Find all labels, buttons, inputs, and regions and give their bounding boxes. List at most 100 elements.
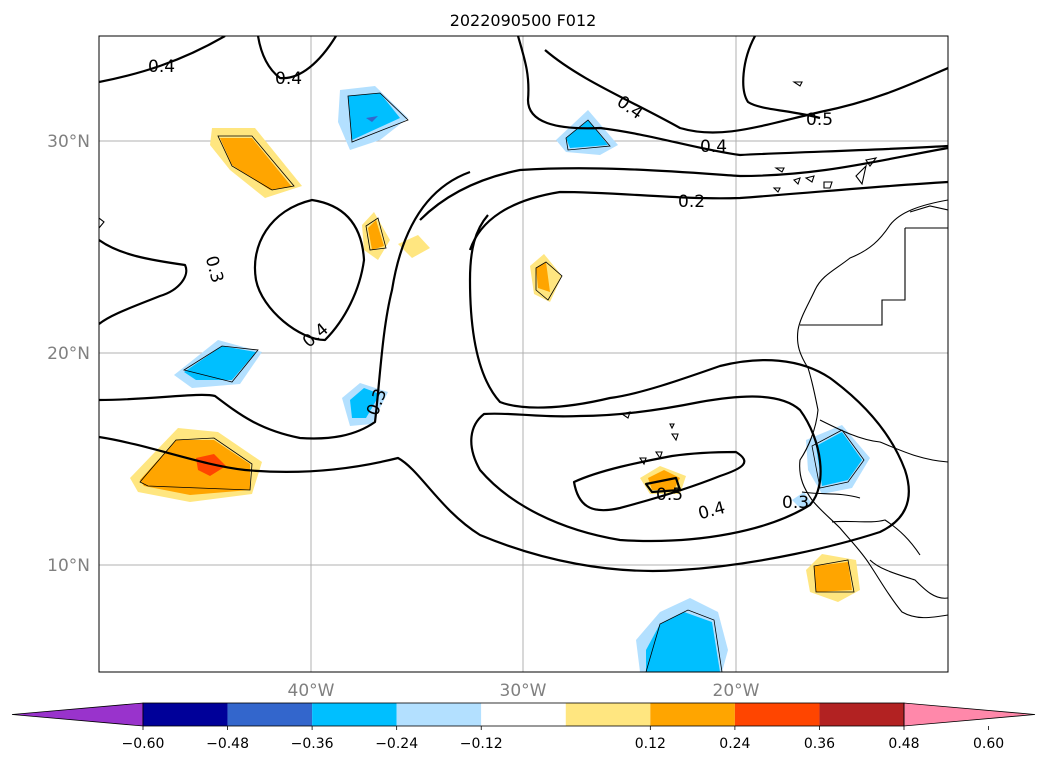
anomaly-outline xyxy=(139,437,253,491)
colorbar-tick-label: −0.12 xyxy=(460,736,503,752)
plot-area: 0.4 0.4 0.4 0.5 0.4 0.2 0.3 0.4 0.3 0.5 … xyxy=(99,36,948,672)
negative-anomaly-core xyxy=(366,116,378,122)
positive-anomaly-blob xyxy=(536,262,550,292)
contour-label: 0.4 xyxy=(275,69,302,89)
colorbar-extend-above xyxy=(903,702,1036,727)
contour-line xyxy=(99,239,188,325)
negative-anomaly-blob xyxy=(646,612,720,672)
contour-label: 0.3 xyxy=(201,254,227,285)
anomaly-outlines xyxy=(139,92,865,672)
island xyxy=(670,433,679,442)
contour-line xyxy=(644,476,682,494)
island xyxy=(669,423,675,430)
contour-line xyxy=(253,198,366,342)
colorbar-bin xyxy=(819,703,904,726)
colorbar-bin xyxy=(734,703,820,726)
positive-anomaly-core xyxy=(196,454,226,476)
contour-label: 0.3 xyxy=(782,493,809,513)
contour-label: 0.4 xyxy=(148,57,175,77)
plot-frame xyxy=(98,35,949,673)
contour-label: 0.4 xyxy=(613,92,647,124)
positive-anomaly-blob xyxy=(220,138,292,190)
colorbar: −0.60 −0.48 −0.36 −0.24 −0.12 0.12 0.24 0.36 0.4… xyxy=(11,702,1036,752)
positive-anomaly-blob xyxy=(368,220,384,250)
contour-line xyxy=(99,36,226,84)
island xyxy=(855,164,867,186)
colorbar-tick-label: 0.60 xyxy=(973,736,1004,752)
contours xyxy=(99,36,948,573)
contour-line xyxy=(470,395,822,543)
contour-line xyxy=(468,180,948,251)
colorbar-tick-label: −0.24 xyxy=(375,736,418,752)
colorbar-bin xyxy=(312,703,397,726)
contour-line xyxy=(544,49,948,134)
border-line xyxy=(800,228,906,326)
border-line xyxy=(819,419,948,463)
border-line xyxy=(801,491,861,499)
anomaly-outline xyxy=(182,345,259,383)
colorbar-tick-label: −0.48 xyxy=(206,736,249,752)
island xyxy=(865,157,878,167)
anomaly-outline xyxy=(217,135,295,191)
anomaly-outline xyxy=(811,429,865,489)
positive-anomaly-blob xyxy=(814,562,852,592)
island xyxy=(823,181,833,189)
contour-line xyxy=(572,450,746,512)
colorbar-frame xyxy=(142,702,905,727)
colorbar-bin xyxy=(650,703,735,726)
border-line xyxy=(909,205,948,213)
colorbar-tick-label: −0.60 xyxy=(122,736,165,752)
contour-label: 0.5 xyxy=(656,485,683,505)
map-title: 2022090500 F012 xyxy=(450,11,597,30)
border-line xyxy=(831,519,921,556)
negative-anomaly-blob xyxy=(350,388,380,418)
colorbar-tick-label: 0.12 xyxy=(635,736,666,752)
island xyxy=(99,217,105,229)
island xyxy=(792,81,803,87)
negative-anomaly-blob xyxy=(792,492,812,508)
contour-line xyxy=(99,170,471,440)
contour-line xyxy=(256,36,337,80)
african-coast xyxy=(796,199,948,619)
coastline xyxy=(99,81,948,619)
island xyxy=(654,451,663,460)
negative-anomaly-blob xyxy=(816,432,862,486)
colorbar-bin xyxy=(481,703,566,726)
anomaly-outline xyxy=(347,92,409,143)
colorbar-tick-label: 0.48 xyxy=(888,736,919,752)
contour-label: 0.4 xyxy=(700,137,727,157)
shaded-anomalies xyxy=(130,86,870,672)
island xyxy=(772,187,781,193)
contour-line xyxy=(742,36,821,120)
colorbar-bin xyxy=(227,703,313,726)
colorbar-tick-label: −0.36 xyxy=(291,736,334,752)
anomaly-outline xyxy=(365,217,387,251)
lon-label-20w: 20°W xyxy=(713,681,760,701)
contour-label: 0.4 xyxy=(696,498,727,524)
island xyxy=(792,177,801,186)
island xyxy=(620,411,631,419)
anomaly-outline xyxy=(645,609,723,672)
island xyxy=(774,167,785,173)
lat-label-10n: 10°N xyxy=(47,556,90,576)
negative-anomaly-blob xyxy=(566,120,608,148)
colorbar-bin xyxy=(143,703,228,726)
island xyxy=(804,175,815,183)
colorbar-bin xyxy=(565,703,651,726)
border-line xyxy=(869,559,948,599)
lat-label-30n: 30°N xyxy=(47,132,90,152)
island xyxy=(638,457,647,466)
contour-line xyxy=(516,36,948,157)
lon-label-40w: 40°W xyxy=(288,681,335,701)
colorbar-tick-label: 0.24 xyxy=(719,736,750,752)
lon-label-30w: 30°W xyxy=(500,681,547,701)
lat-label-20n: 20°N xyxy=(47,344,90,364)
anomaly-outline xyxy=(813,559,855,593)
colorbar-tick-label: 0.36 xyxy=(804,736,835,752)
contour-line xyxy=(419,146,948,221)
contour-labels: 0.4 0.4 0.4 0.5 0.4 0.2 0.3 0.4 0.3 0.5 … xyxy=(148,57,833,524)
colorbar-extend-below xyxy=(11,702,144,727)
contour-label: 0.5 xyxy=(806,110,833,130)
colorbar-bin xyxy=(396,703,482,726)
